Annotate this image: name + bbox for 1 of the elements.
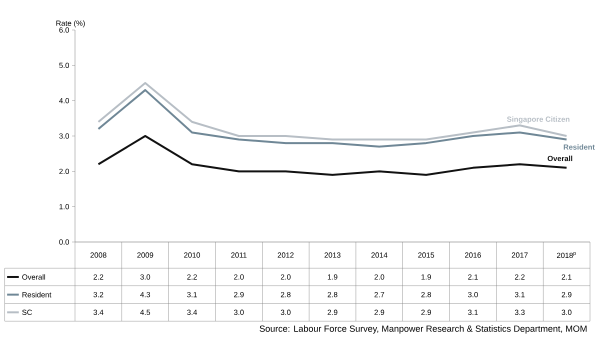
source-note: Source: Labour Force Survey, Manpower Research & Statistics Department, MOM xyxy=(260,325,587,334)
